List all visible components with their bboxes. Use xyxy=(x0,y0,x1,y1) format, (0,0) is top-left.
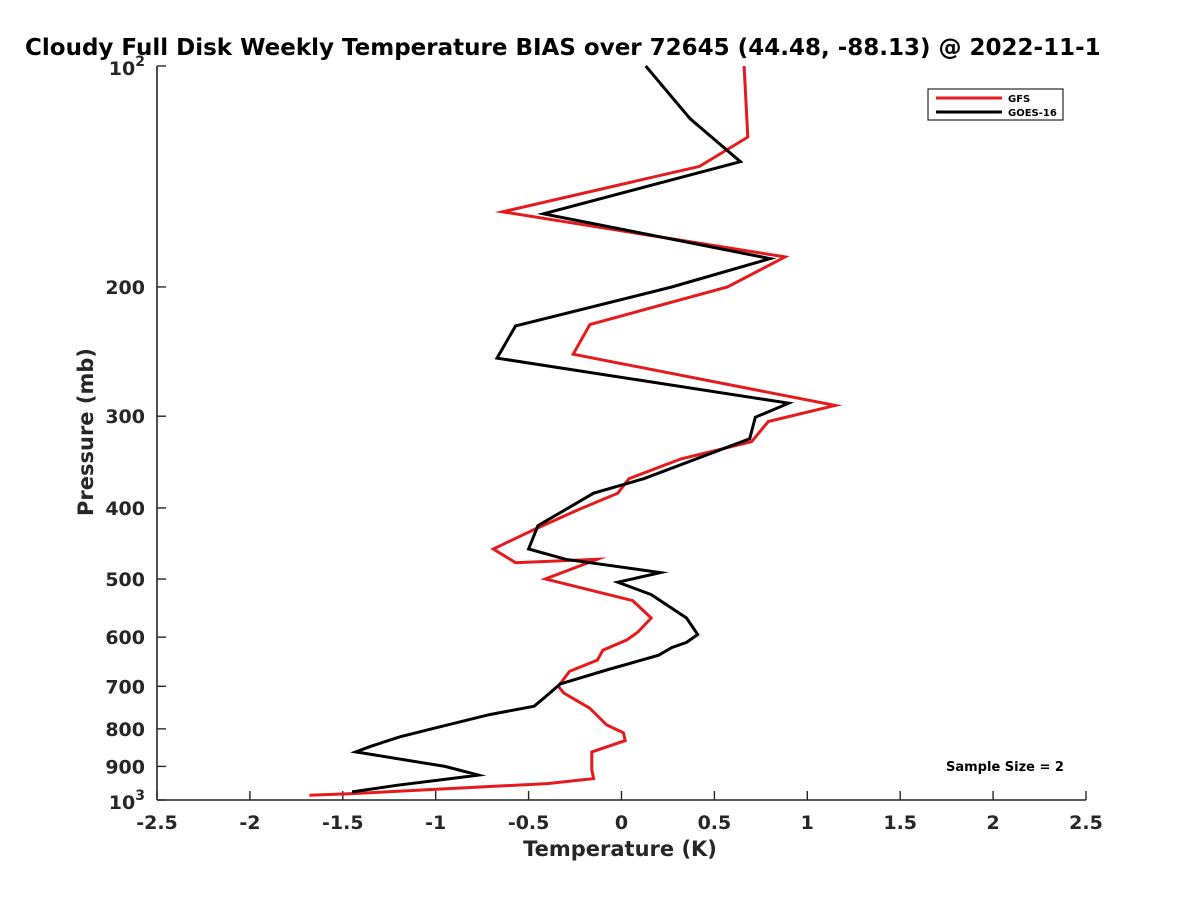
series-line-gfs xyxy=(309,65,843,797)
y-tick-label: 300 xyxy=(105,406,145,428)
y-tick-label-bottom-base: 10 xyxy=(109,792,135,814)
x-tick-label: 1.5 xyxy=(883,812,917,834)
y-tick-label-top-base: 10 xyxy=(109,58,135,80)
y-tick-label: 700 xyxy=(105,676,145,698)
x-tick-label: -1 xyxy=(425,812,446,834)
y-tick-label-bottom: 103 xyxy=(109,788,145,814)
x-tick-label: -2 xyxy=(239,812,260,834)
sample-size-annotation: Sample Size = 2 xyxy=(946,760,1064,775)
y-tick-label: 600 xyxy=(105,627,145,649)
x-tick-label: 0.5 xyxy=(698,812,732,834)
legend-entry-goes-16: GOES-16 xyxy=(1008,108,1057,119)
x-tick-label: -0.5 xyxy=(508,812,550,834)
legend: GFS GOES-16 xyxy=(927,88,1064,121)
y-tick-label: 200 xyxy=(105,277,145,299)
y-tick-label-bottom-exponent: 3 xyxy=(135,788,145,804)
x-tick-label: 0 xyxy=(615,812,628,834)
legend-box xyxy=(927,88,1064,121)
y-tick-label: 400 xyxy=(105,498,145,520)
legend-entry-gfs: GFS xyxy=(1008,94,1030,105)
y-tick-label-top: 102 xyxy=(109,54,145,80)
y-axis-label: Pressure (mb) xyxy=(74,348,98,516)
plot-area: -2.5 -2 -1.5 -1 -0.5 0 0.5 1 1.5 2 2.5 200 300 400 500… xyxy=(105,54,1103,834)
series-line-goes-16 xyxy=(350,65,795,794)
y-tick-label-top-exponent: 2 xyxy=(135,54,145,70)
x-axis-label: Temperature (K) xyxy=(523,837,717,861)
x-tick-label: 2 xyxy=(986,812,999,834)
y-tick-label: 500 xyxy=(105,569,145,591)
x-tick-label: -1.5 xyxy=(322,812,364,834)
y-tick-label: 800 xyxy=(105,719,145,741)
x-tick-label: -2.5 xyxy=(136,812,178,834)
y-tick-label: 900 xyxy=(105,756,145,778)
x-tick-label: 2.5 xyxy=(1069,812,1103,834)
chart-title: Cloudy Full Disk Weekly Temperature BIAS… xyxy=(25,35,1101,61)
x-tick-label: 1 xyxy=(801,812,814,834)
